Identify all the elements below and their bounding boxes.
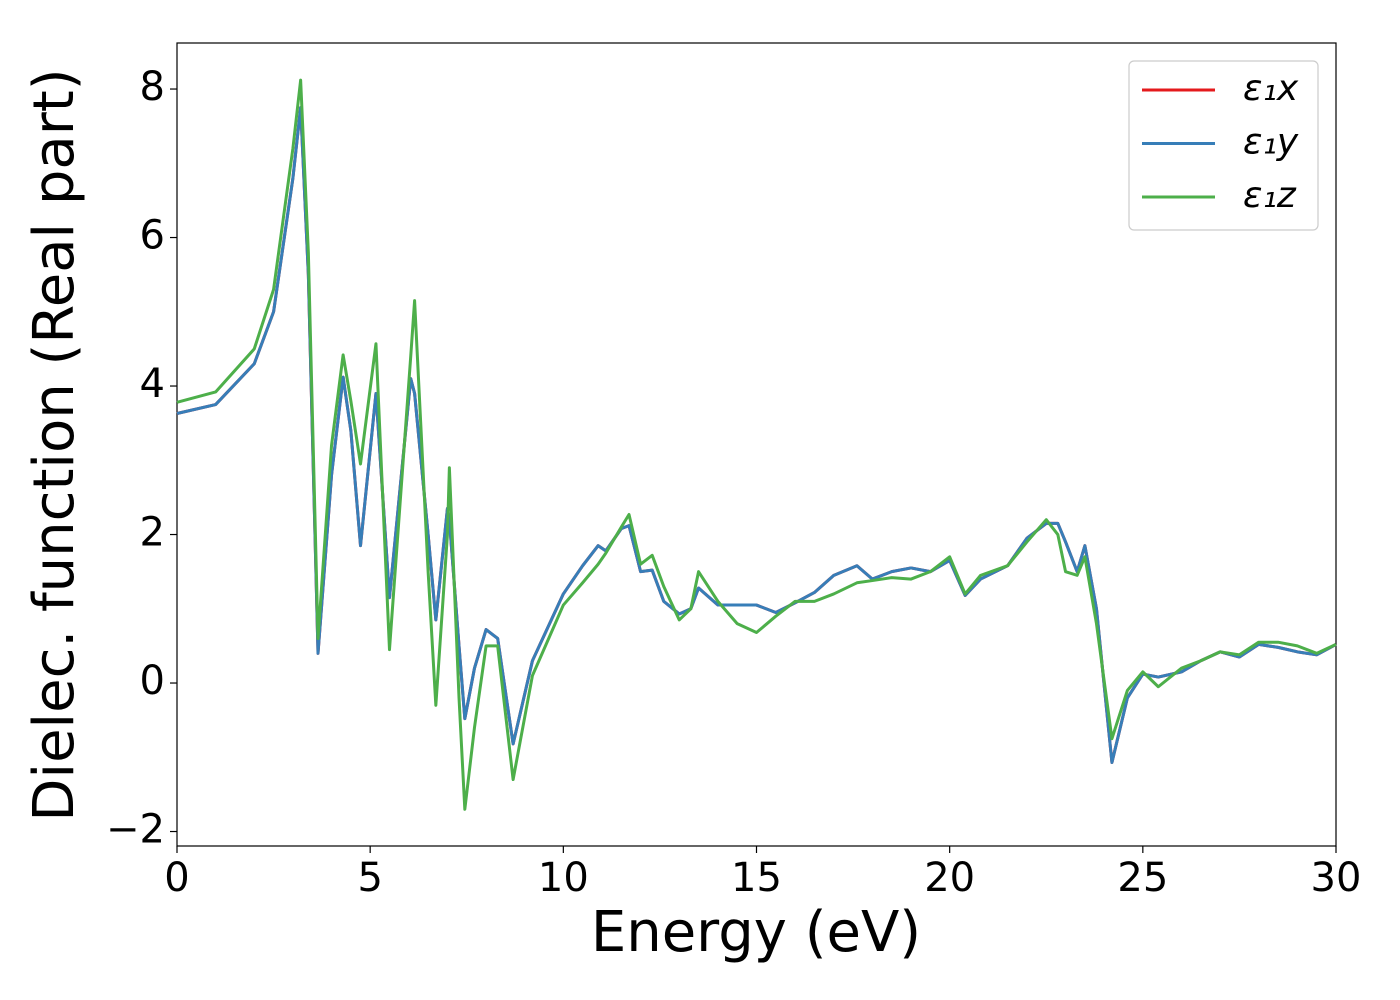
legend-label: ε₁x [1243,68,1299,109]
x-tick-label: 15 [731,855,782,901]
y-tick-label: 0 [140,658,165,704]
y-tick-label: 6 [140,213,165,259]
y-tick-label: 8 [140,64,165,110]
legend-label: ε₁z [1243,175,1297,216]
x-tick-label: 10 [538,855,589,901]
legend-box [1128,60,1319,231]
y-tick-label: 4 [140,361,165,407]
x-tick-label: 25 [1117,855,1168,901]
x-tick-label: 5 [357,855,382,901]
y-axis-title: Dielec. function (Real part) [22,68,87,821]
x-tick-label: 30 [1311,855,1362,901]
y-tick-label: 2 [140,510,165,556]
legend-label: ε₁y [1243,122,1299,163]
series-line [176,78,1337,811]
x-tick-label: 0 [164,855,189,901]
x-tick-label: 20 [924,855,975,901]
x-axis-title: Energy (eV) [591,900,921,965]
y-tick-label: −2 [106,807,165,853]
